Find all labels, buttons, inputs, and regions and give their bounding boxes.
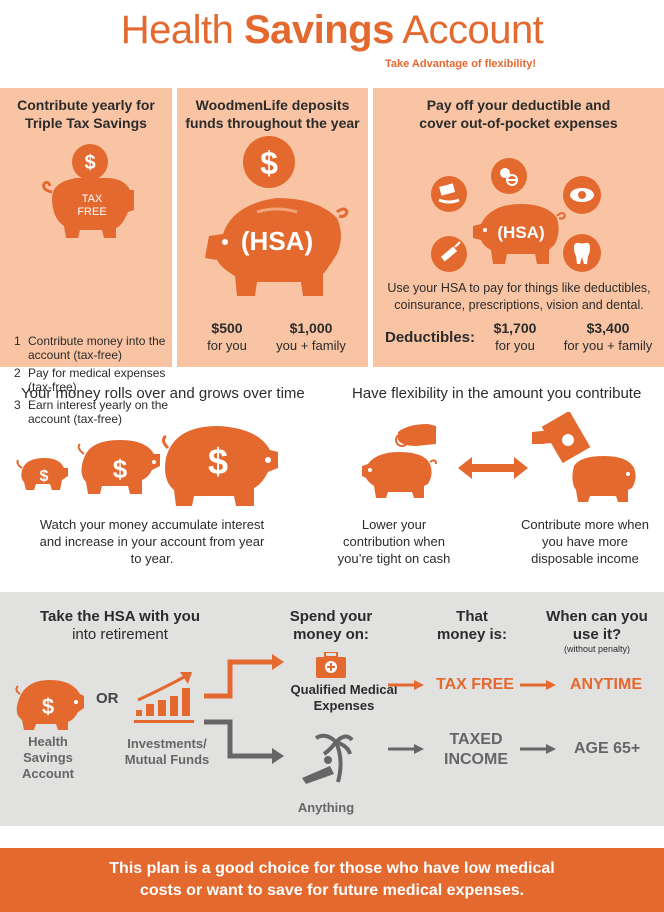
deductibles-label: Deductibles: [385,329,476,346]
investment-growth-icon [134,670,200,726]
deductible-individual: $1,700 for you [493,320,537,353]
piggy-bank-icon: (HSA) [469,196,569,266]
anytime-status: ANYTIME [570,676,642,693]
higher-contribution-icon [528,412,640,504]
piggy-bank-icon: $ TAX FREE [36,140,146,250]
medical-kit-icon [316,652,346,678]
amount-family: $1,000 you + family [276,320,346,353]
svg-text:$: $ [260,145,278,181]
anything-label: Anything [297,800,355,815]
svg-text:$: $ [42,694,54,719]
path-arrow-gray [204,718,284,768]
panel-title: WoodmenLife deposits funds throughout th… [185,97,360,131]
higher-contribution-caption: Contribute more when you have more dispo… [521,517,649,566]
footer-text: This plan is a good choice for those who… [109,860,555,899]
step-item: 1 Contribute money into the account (tax-… [14,334,166,362]
panel-title: Pay off your deductible and cover out-of… [419,97,618,131]
growth-title: Your money rolls over and grows over tim… [21,385,305,402]
piggy-bank-icon: $ (HSA) [197,136,357,306]
qualified-expenses-label: Qualified Medical Expenses [290,682,398,713]
tooth-icon [563,234,601,272]
age-65-status: AGE 65+ [574,740,641,757]
double-arrow-icon [458,457,528,479]
panel-triple-tax: Contribute yearly for Triple Tax Savings… [0,88,172,426]
panel-title: Contribute yearly for Triple Tax Savings [17,97,155,131]
svg-text:TAX: TAX [82,193,103,205]
path-arrow-orange [204,654,284,704]
svg-text:$: $ [40,468,49,485]
pills-icon [491,158,527,194]
deductible-family: $3,400 for you + family [563,320,653,353]
growing-piggy-banks-icon: $ $ $ [14,418,284,508]
page-title: Health Savings Account [120,8,544,52]
investments-label: Investments/ Mutual Funds [124,736,210,767]
beach-chair-icon [300,730,354,786]
retirement-section: Take the HSA with you into retirement Spe… [0,592,664,826]
taxed-income-status: TAXED INCOME [444,731,508,768]
amount-individual: $500 for you [207,320,247,353]
arrow-right-gray [388,744,424,754]
footer-banner: This plan is a good choice for those who… [0,848,664,912]
spend-header: Spend your money on: [289,608,373,643]
or-label: OR [96,690,119,707]
lower-contribution-caption: Lower your contribution when you’re tigh… [337,517,451,566]
svg-text:$: $ [113,454,128,484]
panel-deductible: Pay off your deductible and cover out-of… [373,88,664,367]
steps-list: 1 Contribute money into the account (tax-… [14,334,172,430]
svg-text:$: $ [208,441,228,482]
svg-text:$: $ [84,152,95,174]
flexibility-title: Have flexibility in the amount you contr… [352,385,642,402]
tax-free-status: TAX FREE [436,676,514,693]
syringe-icon [431,236,467,272]
money-status-header: That money is: [436,608,508,643]
hsa-label: Health Savings Account [22,734,74,781]
when-header: When can you use it? (without penalty) [546,608,648,654]
step-item: 2 Pay for medical expenses (tax-free) [14,366,166,394]
cash-in-hand-icon [431,176,467,212]
svg-text:FREE: FREE [77,206,106,218]
panel-woodmenlife-deposits: WoodmenLife deposits funds throughout th… [177,88,368,367]
growth-caption: Watch your money accumulate interest and… [39,517,265,566]
step-item: 3 Earn interest yearly on the account (ta… [14,398,169,426]
piggy-bank-icon: $ [10,674,86,732]
arrow-right-orange [388,680,424,690]
retirement-title: Take the HSA with you into retirement [39,608,201,643]
arrow-right-gray [520,744,556,754]
lower-contribution-icon [358,418,448,500]
arrow-right-orange [520,680,556,690]
tagline: Take Advantage of flexibility! [385,58,536,70]
svg-text:(HSA): (HSA) [497,223,544,242]
svg-text:(HSA): (HSA) [241,226,313,256]
panel-description: Use your HSA to pay for things like dedu… [387,281,651,312]
eye-icon [563,176,601,214]
